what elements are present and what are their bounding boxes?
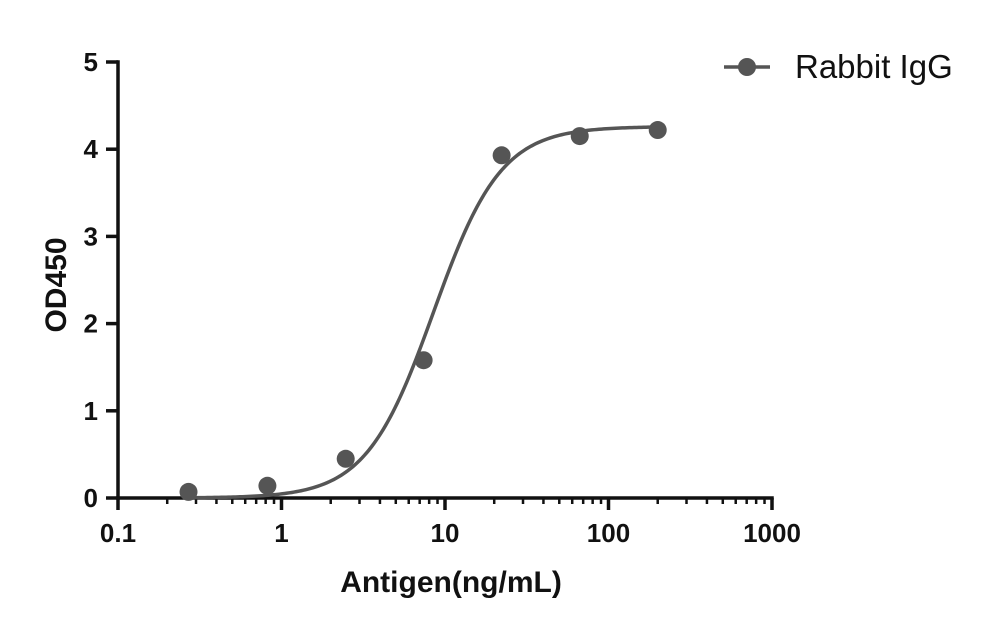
data-points: [179, 121, 667, 501]
data-point: [570, 127, 589, 146]
x-tick-label: 1: [274, 518, 288, 548]
data-point: [258, 476, 277, 495]
data-point: [414, 351, 433, 370]
x-tick-label: 10: [431, 518, 460, 548]
y-tick-label: 2: [84, 309, 98, 339]
y-tick-label: 3: [84, 221, 98, 251]
data-point: [179, 482, 198, 501]
x-axis-title: Antigen(ng/mL): [340, 566, 562, 599]
fit-curves: [188, 125, 658, 500]
legend-label: Rabbit IgG: [795, 48, 953, 85]
legend: Rabbit IgG: [724, 48, 953, 85]
x-tick-label: 1000: [743, 518, 801, 548]
legend-marker: [738, 58, 756, 76]
y-axis-title: OD450: [40, 237, 73, 332]
x-tick-label: 100: [587, 518, 630, 548]
y-ticks: 0 1 2 3 4 5: [84, 47, 118, 513]
y-tick-label: 0: [84, 483, 98, 513]
data-point: [492, 146, 511, 165]
data-point: [336, 449, 355, 468]
y-tick-label: 1: [84, 396, 98, 426]
y-tick-label: 5: [84, 47, 98, 77]
x-tick-label: 0.1: [100, 518, 136, 548]
x-ticks: 0.1 1 10 100 1000: [100, 498, 801, 548]
y-tick-label: 4: [84, 134, 99, 164]
fit-curve: [188, 125, 658, 500]
data-point: [648, 121, 667, 140]
